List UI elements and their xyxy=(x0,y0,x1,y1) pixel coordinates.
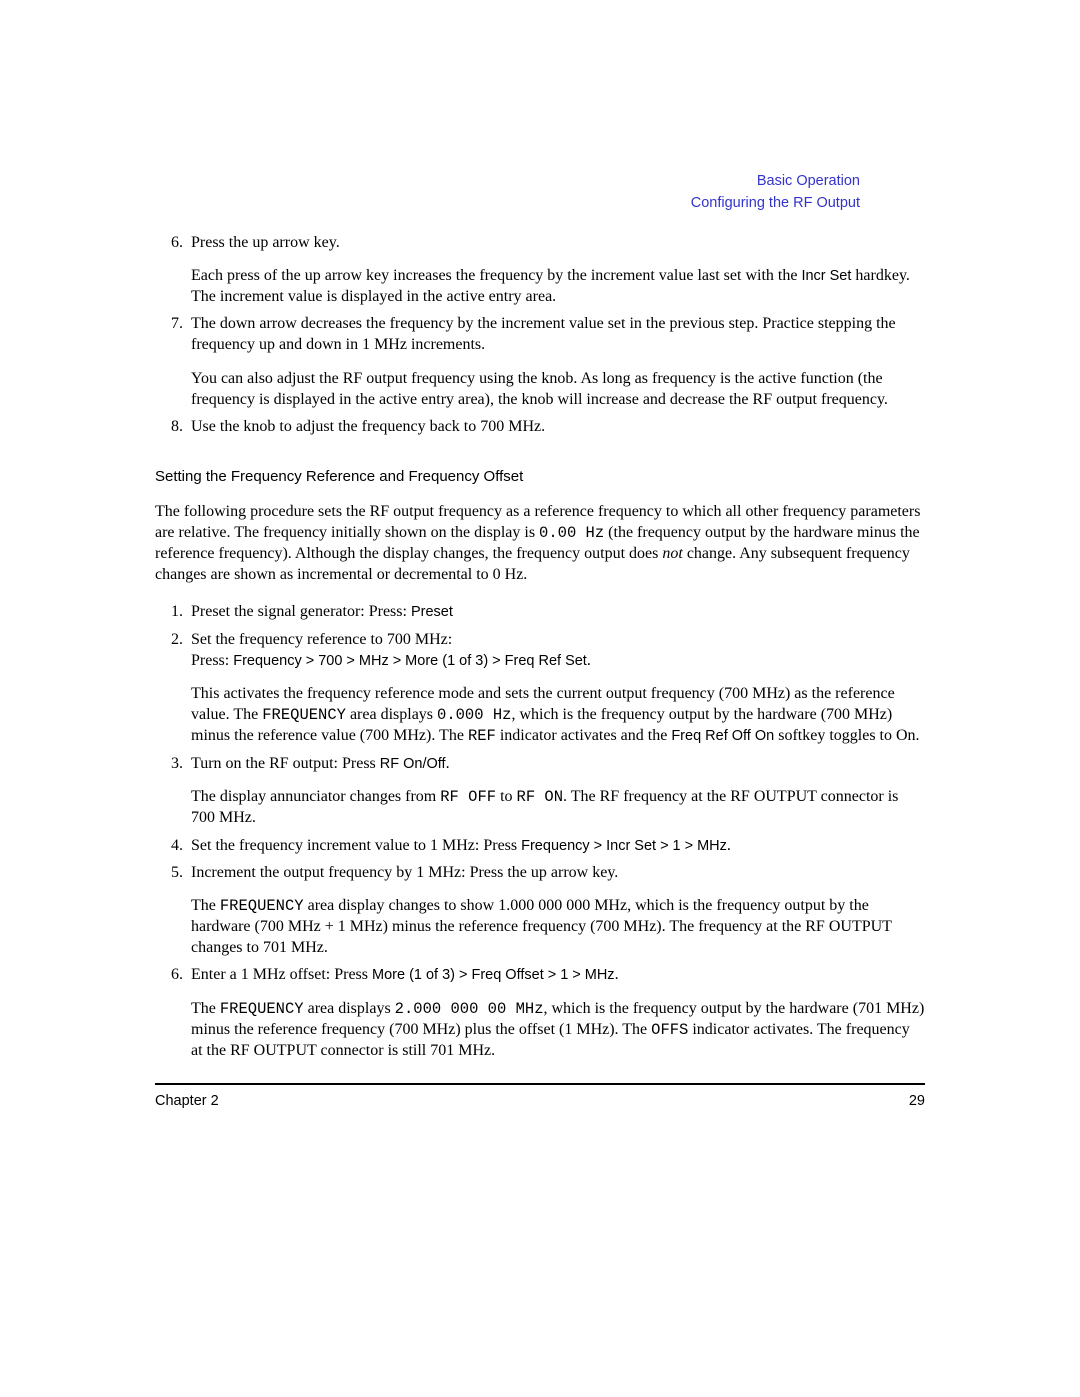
paragraph: Preset the signal generator: Press: Pres… xyxy=(191,601,925,622)
paragraph: Set the frequency reference to 700 MHz:P… xyxy=(191,629,925,671)
list-number: 8. xyxy=(155,416,191,437)
list-number: 2. xyxy=(155,629,191,747)
paragraph: This activates the frequency reference m… xyxy=(191,683,925,747)
list-item: 2.Set the frequency reference to 700 MHz… xyxy=(155,629,925,747)
page: Basic Operation Configuring the RF Outpu… xyxy=(0,0,1080,1397)
list-number: 5. xyxy=(155,862,191,959)
list-item: 6.Enter a 1 MHz offset: Press More (1 of… xyxy=(155,964,925,1061)
list-item: 1.Preset the signal generator: Press: Pr… xyxy=(155,601,925,622)
paragraph: The down arrow decreases the frequency b… xyxy=(191,313,925,355)
list-item: 3.Turn on the RF output: Press RF On/Off… xyxy=(155,753,925,829)
list-body: The down arrow decreases the frequency b… xyxy=(191,313,925,409)
list-item: 5.Increment the output frequency by 1 MH… xyxy=(155,862,925,959)
running-header: Basic Operation Configuring the RF Outpu… xyxy=(691,170,860,215)
list-body: Preset the signal generator: Press: Pres… xyxy=(191,601,925,622)
list-body: Set the frequency reference to 700 MHz:P… xyxy=(191,629,925,747)
paragraph: Set the frequency increment value to 1 M… xyxy=(191,835,925,856)
list-number: 7. xyxy=(155,313,191,409)
footer: Chapter 2 29 xyxy=(155,1093,925,1109)
footer-rule xyxy=(155,1083,925,1085)
list-number: 6. xyxy=(155,964,191,1061)
intro-paragraph: The following procedure sets the RF outp… xyxy=(155,501,925,586)
list-item: 6.Press the up arrow key. Each press of t… xyxy=(155,232,925,307)
footer-page-number: 29 xyxy=(909,1093,925,1109)
paragraph: Increment the output frequency by 1 MHz:… xyxy=(191,862,925,883)
list-number: 3. xyxy=(155,753,191,829)
list-item: 4.Set the frequency increment value to 1… xyxy=(155,835,925,856)
list-item: 7.The down arrow decreases the frequency… xyxy=(155,313,925,409)
paragraph: The display annunciator changes from RF … xyxy=(191,786,925,829)
ordered-list-1: 6.Press the up arrow key. Each press of t… xyxy=(155,232,925,437)
paragraph: Each press of the up arrow key increases… xyxy=(191,265,925,307)
body-content: 6.Press the up arrow key.Each press of t… xyxy=(155,232,925,1062)
header-subsection: Configuring the RF Output xyxy=(691,192,860,214)
paragraph: The FREQUENCY area display changes to sh… xyxy=(191,895,925,959)
list-item: 8.Use the knob to adjust the frequency b… xyxy=(155,416,925,437)
list-number: 4. xyxy=(155,835,191,856)
paragraph: Press the up arrow key. xyxy=(191,232,925,253)
paragraph: Use the knob to adjust the frequency bac… xyxy=(191,416,925,437)
paragraph: The FREQUENCY area displays 2.000 000 00… xyxy=(191,998,925,1062)
subheading: Setting the Frequency Reference and Freq… xyxy=(155,467,925,487)
list-number: 1. xyxy=(155,601,191,622)
list-number: 6. xyxy=(155,232,191,307)
header-section: Basic Operation xyxy=(691,170,860,192)
ordered-list-2: 1.Preset the signal generator: Press: Pr… xyxy=(155,601,925,1061)
paragraph: Turn on the RF output: Press RF On/Off. xyxy=(191,753,925,774)
list-body: Turn on the RF output: Press RF On/Off. T… xyxy=(191,753,925,829)
list-body: Press the up arrow key. Each press of the… xyxy=(191,232,925,307)
list-body: Use the knob to adjust the frequency bac… xyxy=(191,416,925,437)
paragraph: You can also adjust the RF output freque… xyxy=(191,368,925,410)
list-body: Increment the output frequency by 1 MHz:… xyxy=(191,862,925,959)
paragraph: Enter a 1 MHz offset: Press More (1 of 3… xyxy=(191,964,925,985)
list-body: Set the frequency increment value to 1 M… xyxy=(191,835,925,856)
footer-chapter: Chapter 2 xyxy=(155,1093,219,1109)
list-body: Enter a 1 MHz offset: Press More (1 of 3… xyxy=(191,964,925,1061)
